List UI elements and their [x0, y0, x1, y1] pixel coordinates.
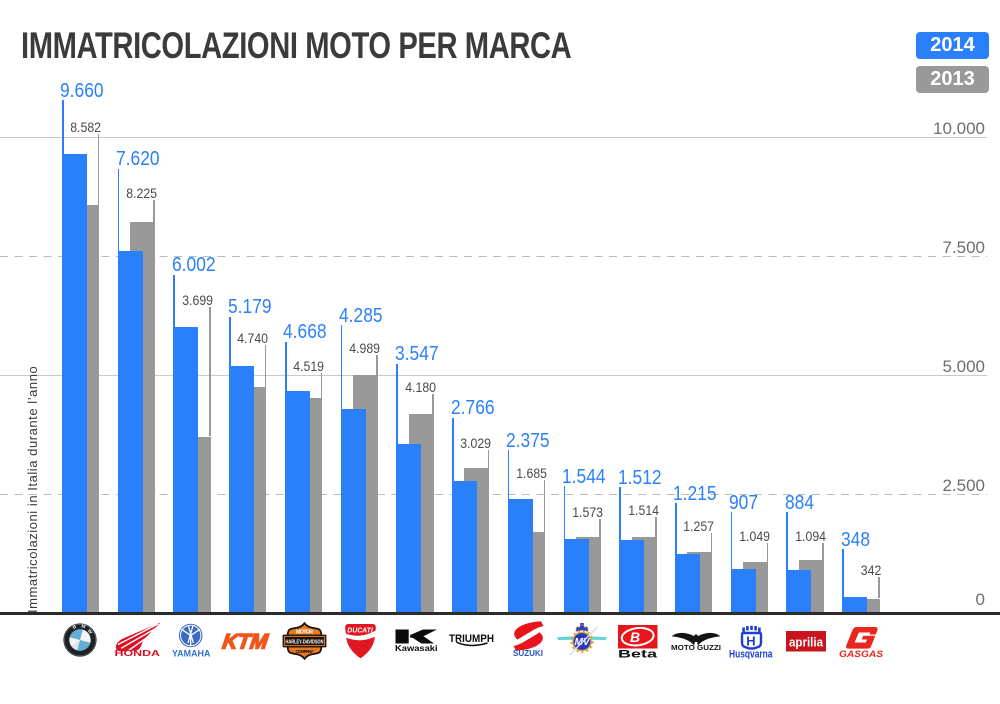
svg-text:Husqvarna: Husqvarna — [729, 648, 773, 659]
svg-text:M: M — [81, 623, 86, 630]
svg-text:COMPANY: COMPANY — [295, 648, 314, 654]
svg-text:TRIUMPH: TRIUMPH — [449, 633, 494, 645]
svg-text:H: H — [746, 633, 755, 648]
svg-text:KTM: KTM — [221, 630, 270, 650]
svg-text:Kawasaki: Kawasaki — [395, 643, 438, 652]
svg-text:HARLEY-DAVIDSON: HARLEY-DAVIDSON — [285, 639, 323, 645]
svg-text:B: B — [72, 624, 78, 631]
svg-text:MOTO GUZZI: MOTO GUZZI — [671, 643, 721, 651]
svg-text:B: B — [630, 629, 640, 645]
svg-text:Beta: Beta — [618, 649, 658, 658]
svg-text:YAMAHA: YAMAHA — [172, 647, 211, 658]
svg-text:aprilia: aprilia — [789, 635, 824, 649]
svg-text:SUZUKI: SUZUKI — [513, 649, 543, 657]
svg-text:DUCATI: DUCATI — [347, 627, 374, 634]
svg-text:GASGAS: GASGAS — [839, 649, 884, 658]
svg-text:MOTOR: MOTOR — [296, 629, 313, 635]
svg-text:HONDA: HONDA — [115, 649, 161, 657]
svg-text:W: W — [86, 628, 94, 636]
